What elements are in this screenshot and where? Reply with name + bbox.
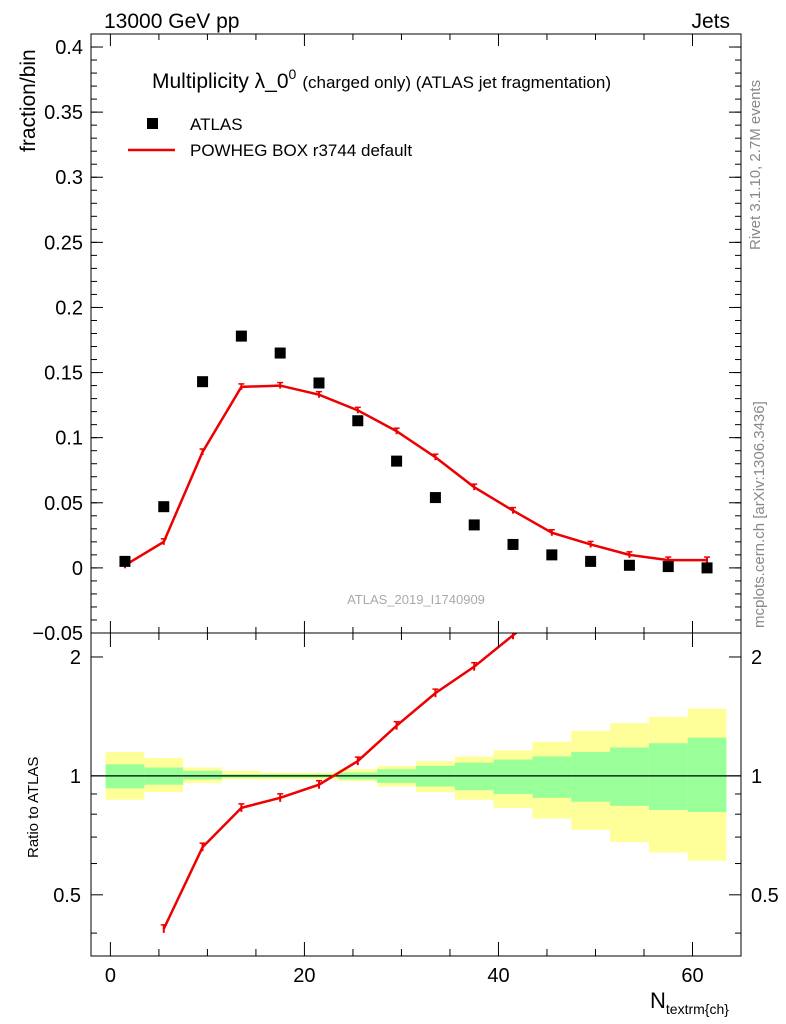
data-point	[352, 415, 364, 427]
main-ytick-label: 0.15	[44, 363, 83, 385]
data-point	[197, 376, 209, 388]
ratio-plot: 0.5 0.5 1 1 2 2 0 20 40 60 Ratio to ATLAS Ntextr…	[25, 632, 779, 1017]
analysis-watermark: ATLAS_2019_I1740909	[347, 592, 485, 607]
data-point	[119, 555, 131, 567]
legend-mc-label: POWHEG BOX r3744 default	[190, 141, 412, 160]
band-inner-bin	[610, 747, 649, 806]
data-point	[274, 347, 286, 359]
ratio-xticks: 0 20 40 60	[105, 633, 704, 987]
main-ytick-label: 0.05	[44, 493, 83, 515]
legend-data-label: ATLAS	[190, 115, 243, 134]
xlabel-sub: textrm{ch}	[666, 1001, 729, 1017]
ratio-ytick-label-right: 0.5	[751, 885, 779, 907]
mc-line	[124, 384, 708, 567]
main-ytick-label: −0.05	[32, 623, 83, 645]
data-point	[429, 492, 441, 504]
rivet-label: Rivet 3.1.10, 2.7M events	[747, 80, 764, 250]
band-inner-bin	[648, 743, 688, 810]
data-point	[623, 559, 635, 571]
ratio-band-inner	[105, 737, 727, 813]
ratio-xtick-label: 0	[105, 965, 116, 987]
main-ytick-label: 0.35	[44, 102, 83, 124]
x-axis-label: Ntextrm{ch}	[650, 988, 729, 1017]
main-ytick-label: 0.3	[55, 167, 83, 189]
ratio-ytick-label-right: 1	[751, 766, 762, 788]
ratio-errorbars	[160, 633, 515, 933]
ratio-ytick-label-right: 2	[751, 647, 762, 669]
main-xticks	[109, 34, 693, 633]
data-point	[158, 501, 170, 513]
band-inner-bin	[183, 770, 222, 780]
band-inner-bin	[687, 737, 727, 813]
ratio-xtick-label: 60	[681, 965, 703, 987]
main-frame	[90, 33, 742, 634]
ratio-ytick-label: 1	[70, 766, 81, 788]
legend: ATLAS POWHEG BOX r3744 default	[128, 115, 412, 160]
main-ytick-label: 0.2	[55, 297, 83, 319]
data-point	[507, 538, 519, 550]
data-point	[546, 549, 558, 561]
xlabel-main: N	[650, 988, 666, 1013]
main-plot: −0.05 0 0.05 0.1 0.15 0.2 0.25 0.3 0.35 0.4 Multi…	[17, 33, 742, 645]
band-inner-bin	[532, 756, 572, 798]
band-inner-bin	[571, 751, 611, 802]
main-ytick-label: 0	[72, 558, 83, 580]
data-point	[585, 555, 597, 567]
data-point	[468, 519, 480, 531]
main-yticks: −0.05 0 0.05 0.1 0.15 0.2 0.25 0.3 0.35 0.4	[32, 37, 741, 645]
data-point	[391, 455, 403, 467]
title-sup: 0	[289, 66, 297, 82]
mc-errorbars	[121, 381, 711, 569]
ratio-xtick-label: 20	[293, 965, 315, 987]
header-energy: 13000 GeV pp	[104, 10, 239, 33]
data-points	[119, 330, 713, 574]
ratio-ylabel: Ratio to ATLAS	[25, 757, 42, 858]
data-point	[701, 562, 713, 574]
plot-title: Multiplicity λ_00 (charged only) (ATLAS j…	[152, 66, 611, 93]
data-point	[235, 330, 247, 342]
data-point	[313, 377, 325, 389]
main-ytick-label: 0.4	[55, 37, 83, 59]
ratio-ytick-label: 2	[70, 647, 81, 669]
mcplots-label: mcplots.cern.ch [arXiv:1306.3436]	[751, 401, 768, 628]
ratio-frame	[90, 632, 742, 957]
band-inner-bin	[493, 759, 533, 794]
main-ytick-label: 0.1	[55, 428, 83, 450]
main-ytick-label: 0.25	[44, 232, 83, 254]
data-point	[662, 561, 674, 573]
ratio-yticks: 0.5 0.5 1 1 2 2	[53, 647, 779, 934]
main-ylabel: fraction/bin	[17, 49, 40, 152]
header-jets: Jets	[691, 10, 730, 33]
title-rest: (charged only) (ATLAS jet fragmentation)	[302, 73, 611, 92]
legend-data-marker	[147, 118, 158, 129]
ratio-ytick-label: 0.5	[53, 885, 81, 907]
ratio-xtick-label: 40	[487, 965, 509, 987]
title-main: Multiplicity λ_0	[152, 70, 289, 93]
